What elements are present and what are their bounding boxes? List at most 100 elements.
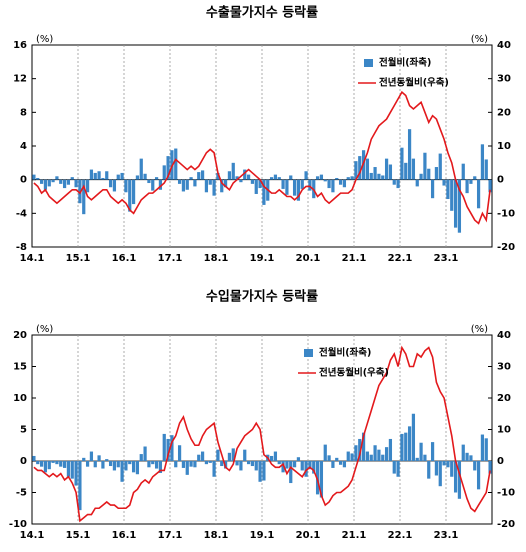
bar <box>281 179 285 189</box>
y-tick-label: -8 <box>16 242 27 253</box>
x-tick-label: 20.1 <box>296 253 321 264</box>
bar <box>354 161 358 180</box>
bar <box>181 179 186 192</box>
bar <box>488 179 492 193</box>
y2-tick-label: -10 <box>497 208 515 219</box>
bar <box>323 444 327 461</box>
y2-tick-label: 0 <box>497 175 504 186</box>
bar <box>292 179 297 196</box>
bar <box>396 179 400 189</box>
bar <box>36 177 40 180</box>
bar <box>438 461 442 487</box>
bar <box>396 461 400 477</box>
y2-tick-label: 20 <box>497 107 511 118</box>
bar <box>108 461 113 467</box>
bar <box>415 179 419 187</box>
y2-tick-label: 40 <box>497 330 511 341</box>
bar <box>442 179 446 186</box>
bar <box>407 129 412 180</box>
bar <box>384 158 389 180</box>
bar <box>174 461 178 468</box>
bar <box>342 461 347 468</box>
y-tick-label: -10 <box>9 519 27 530</box>
y-tick-label: 20 <box>13 330 27 341</box>
bar <box>446 179 450 200</box>
legend-label: 전월비(좌축) <box>319 347 371 359</box>
y2-tick-label: -20 <box>497 519 515 530</box>
x-tick-label: 19.1 <box>250 530 275 541</box>
bar <box>312 461 316 474</box>
bar <box>216 172 220 180</box>
line <box>33 90 491 225</box>
y2-unit: (%) <box>471 324 488 335</box>
x-tick-label: 17.1 <box>158 530 183 541</box>
bar <box>350 453 354 461</box>
bar <box>59 461 63 467</box>
bar <box>434 167 439 180</box>
bar <box>358 156 362 180</box>
bar <box>384 447 389 461</box>
bar <box>162 433 166 461</box>
bar <box>78 461 82 511</box>
bar <box>250 179 255 184</box>
bar <box>223 179 228 188</box>
bar <box>32 174 36 180</box>
bar <box>381 454 385 461</box>
x-tick-label: 20.1 <box>296 530 321 541</box>
bar <box>488 461 492 474</box>
bar <box>116 174 120 180</box>
bar <box>361 432 366 461</box>
bar <box>147 461 151 468</box>
bar <box>319 174 324 180</box>
y-tick-label: -5 <box>16 488 27 499</box>
bar <box>388 438 393 461</box>
bar <box>358 438 362 461</box>
bar <box>227 452 232 461</box>
bar <box>473 461 477 471</box>
bar <box>392 179 396 185</box>
x-tick-label: 18.1 <box>204 253 229 264</box>
bar <box>419 442 423 461</box>
bar <box>453 179 458 228</box>
bar <box>473 176 477 180</box>
bar <box>469 455 473 461</box>
y2-tick-label: 0 <box>497 456 504 467</box>
bar <box>143 446 147 461</box>
bar <box>147 179 151 184</box>
bar <box>66 179 71 185</box>
bar <box>419 173 423 180</box>
bar <box>59 179 63 184</box>
bar <box>231 448 235 461</box>
bar <box>480 434 485 461</box>
y-tick-label: 12 <box>13 74 27 85</box>
y2-tick-label: -10 <box>497 488 515 499</box>
bar <box>74 461 78 486</box>
bar <box>239 179 243 183</box>
y-tick-label: 16 <box>13 40 27 51</box>
bar <box>308 179 312 191</box>
bar <box>400 147 404 180</box>
y-tick-label: 0 <box>20 456 27 467</box>
bar <box>400 433 404 461</box>
bar <box>235 461 239 466</box>
bar <box>323 179 327 182</box>
legend-label: 전년동월비(우축) <box>379 77 449 89</box>
bar <box>216 449 220 461</box>
bar <box>151 179 155 191</box>
bar <box>32 455 36 461</box>
bar <box>300 461 304 471</box>
bar <box>43 461 48 473</box>
bar <box>465 452 469 461</box>
bar <box>365 451 370 461</box>
bar <box>112 179 117 192</box>
y2-unit: (%) <box>471 34 488 45</box>
bar <box>174 148 178 180</box>
bar <box>254 179 258 194</box>
bar <box>430 179 435 199</box>
x-tick-label: 15.1 <box>66 253 91 264</box>
bar <box>423 152 427 180</box>
x-tick-label: 17.1 <box>158 253 183 264</box>
bar <box>484 159 488 180</box>
y-tick-label: 10 <box>13 393 27 404</box>
bar <box>82 457 86 461</box>
